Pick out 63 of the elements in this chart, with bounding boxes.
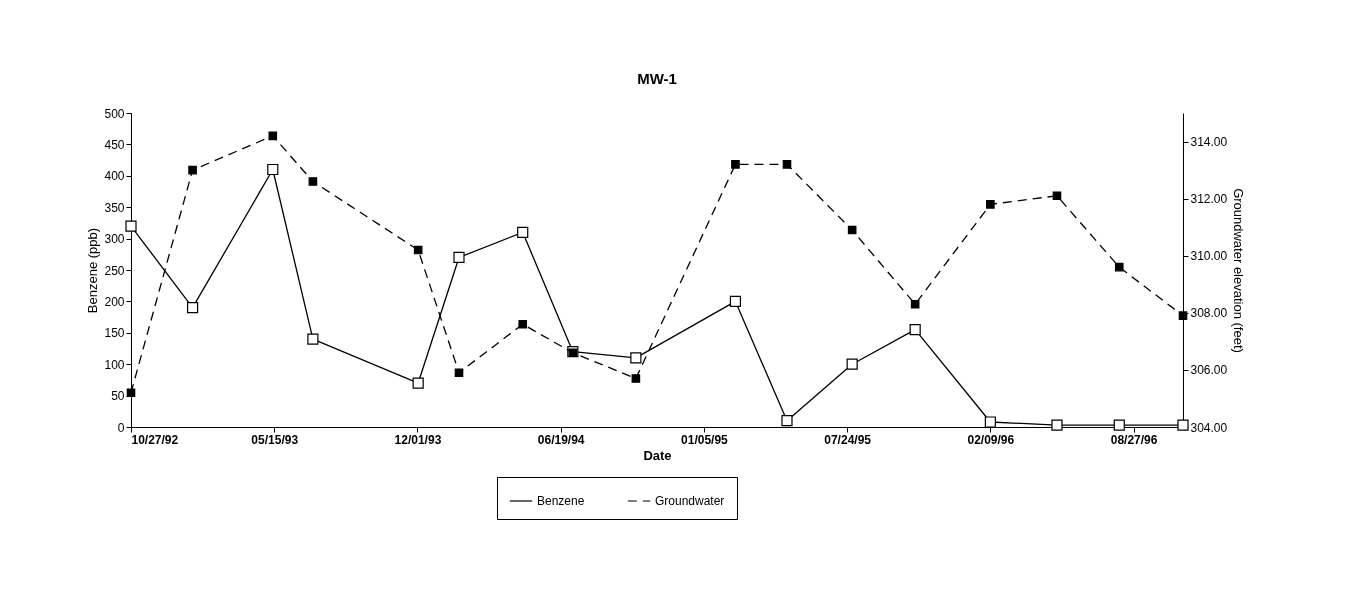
point	[630, 352, 642, 364]
legend-label: Groundwater	[655, 494, 725, 508]
point	[1178, 311, 1188, 320]
y-tick-label: 250	[104, 263, 125, 278]
point	[125, 220, 137, 232]
y-tick-label: 100	[104, 357, 125, 372]
chart-title: MW-1	[637, 70, 677, 87]
x-axis-title: Date	[643, 447, 672, 463]
point	[986, 200, 995, 209]
y2-tick-label: 312.00	[1190, 192, 1228, 207]
y-tick-label: 400	[104, 169, 125, 184]
point	[267, 163, 279, 176]
point	[847, 225, 857, 235]
point	[412, 377, 424, 389]
point	[308, 177, 318, 186]
y2-tick-label: 310.00	[1190, 249, 1228, 264]
point	[1113, 419, 1125, 431]
y2-tick-label: 304.00	[1190, 420, 1228, 435]
y-tick-label: 150	[104, 326, 125, 341]
point	[1051, 419, 1063, 431]
y2-axis-title: Groundwater elevation (feet)	[1231, 188, 1247, 353]
point	[909, 324, 921, 336]
point	[453, 251, 465, 264]
y-tick-label: 500	[104, 106, 125, 121]
x-tick-label: 05/15/93	[251, 432, 299, 447]
point	[631, 374, 641, 383]
point	[782, 160, 792, 169]
x-tick-label: 02/09/96	[967, 432, 1015, 447]
point	[729, 295, 742, 307]
point	[518, 319, 528, 329]
x-tick-label: 10/27/92	[131, 432, 179, 447]
y-tick-label: 200	[104, 294, 125, 309]
point	[454, 368, 464, 378]
point	[413, 245, 423, 255]
point	[781, 415, 793, 427]
y-axis-title: Benzene (ppb)	[85, 227, 101, 314]
point	[1114, 262, 1124, 272]
point	[307, 333, 319, 345]
point	[984, 416, 996, 428]
point	[846, 358, 858, 370]
point	[186, 302, 199, 314]
point	[126, 388, 136, 398]
point	[188, 165, 197, 175]
point	[1177, 419, 1189, 431]
point	[731, 160, 740, 169]
y2-tick-label: 306.00	[1190, 363, 1228, 378]
y2-tick-label: 308.00	[1190, 306, 1228, 321]
y-tick-label: 450	[104, 137, 125, 152]
point	[910, 299, 920, 309]
x-tick-label: 06/19/94	[537, 432, 585, 447]
x-tick-label: 08/27/96	[1110, 432, 1158, 447]
y-tick-label: 300	[104, 232, 125, 247]
legend-label: Benzene	[537, 494, 585, 508]
x-tick-label: 07/24/95	[824, 432, 872, 447]
y2-tick-label: 314.00	[1190, 135, 1228, 150]
y-tick-label: 50	[111, 389, 125, 404]
point	[1052, 191, 1062, 201]
y-tick-label: 350	[104, 200, 125, 215]
x-tick-label: 12/01/93	[394, 432, 442, 447]
y-tick-label: 0	[117, 420, 125, 435]
x-tick-label: 01/05/95	[681, 432, 729, 447]
point	[268, 131, 278, 141]
point	[517, 226, 529, 238]
